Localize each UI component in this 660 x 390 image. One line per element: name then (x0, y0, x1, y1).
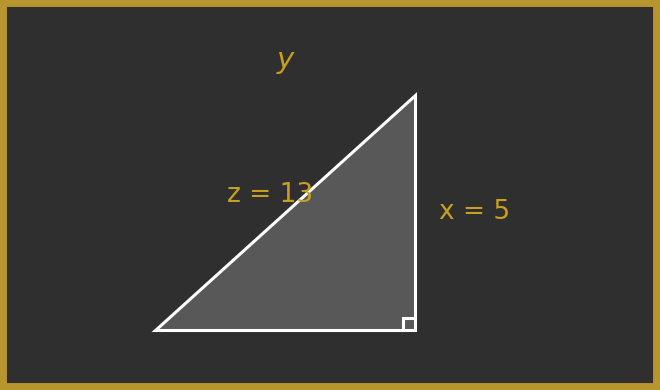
Text: z = 13: z = 13 (227, 182, 313, 208)
Polygon shape (155, 95, 415, 330)
Text: x = 5: x = 5 (440, 199, 511, 225)
Text: y: y (277, 46, 294, 74)
